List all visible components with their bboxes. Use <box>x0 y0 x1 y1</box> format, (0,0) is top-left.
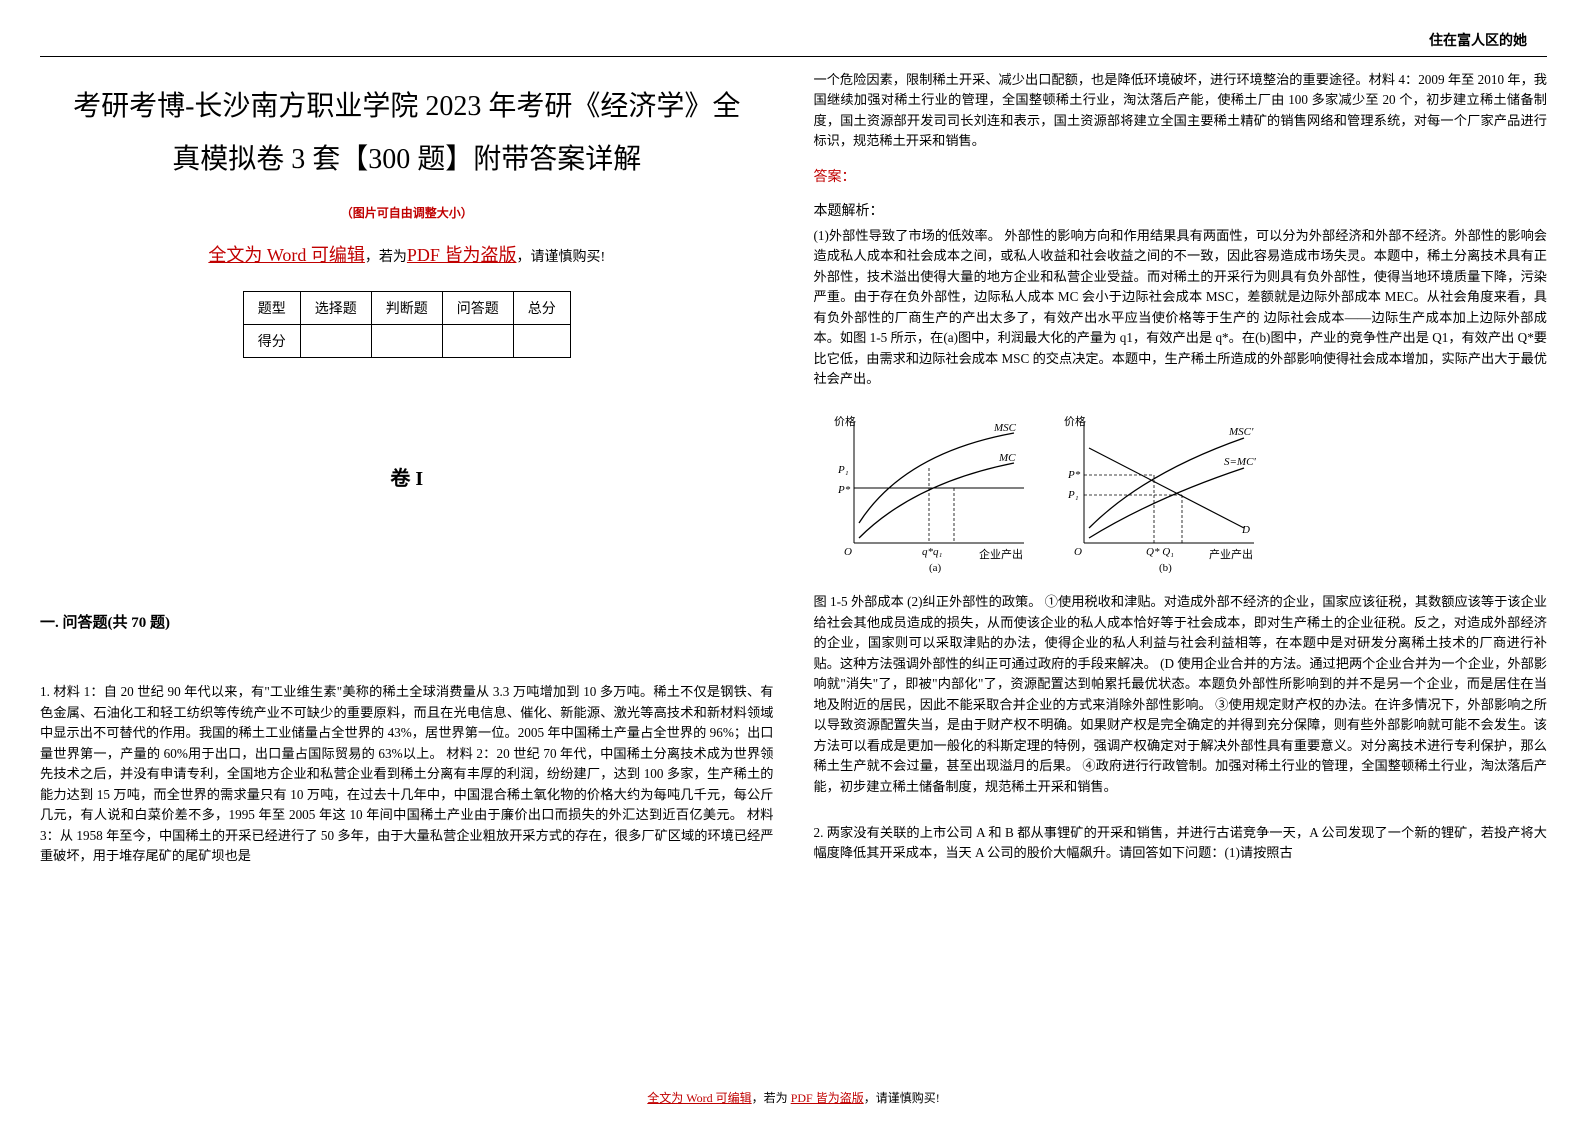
svg-text:MSC': MSC' <box>1228 426 1254 438</box>
header-right-text: 住在富人区的她 <box>1429 30 1527 50</box>
question-2-text: 2. 两家没有关联的上市公司 A 和 B 都从事锂矿的开采和销售，并进行古诺竞争… <box>814 823 1548 864</box>
question-1-text: 1. 材料 1：自 20 世纪 90 年代以来，有"工业维生素"美称的稀土全球消… <box>40 682 774 866</box>
svg-text:q*q₁: q*q₁ <box>922 546 943 558</box>
volume-label: 卷 I <box>40 462 774 491</box>
editable-tail: ，请谨慎购买! <box>516 250 605 265</box>
cell-empty <box>371 325 442 358</box>
svg-text:P*: P* <box>1067 469 1081 481</box>
th-type: 题型 <box>243 292 300 325</box>
svg-text:P₁: P₁ <box>1067 489 1079 501</box>
economics-chart-svg: 价格 MSC MC P₁ P* O q*q₁ 企业产出 (a) <box>814 403 1274 573</box>
page-container: 考研考博-长沙南方职业学院 2023 年考研《经济学》全真模拟卷 3 套【300… <box>0 0 1587 1122</box>
word-editable-text: 全文为 Word 可编辑 <box>208 245 365 265</box>
svg-text:O: O <box>844 546 852 558</box>
svg-text:MSC: MSC <box>993 422 1017 434</box>
svg-text:(b): (b) <box>1159 562 1172 573</box>
table-row: 题型 选择题 判断题 问答题 总分 <box>243 292 570 325</box>
header-rule <box>40 56 1547 57</box>
table-row: 得分 <box>243 325 570 358</box>
svg-text:O: O <box>1074 546 1082 558</box>
cell-empty <box>442 325 513 358</box>
row-label-score: 得分 <box>243 325 300 358</box>
axis-label: 价格 <box>834 414 856 428</box>
pdf-pirate-text: PDF 皆为盗版 <box>407 245 517 265</box>
svg-text:(a): (a) <box>929 562 942 573</box>
svg-text:D: D <box>1241 524 1250 536</box>
figure-1-5: 价格 MSC MC P₁ P* O q*q₁ 企业产出 (a) <box>814 403 1548 578</box>
analysis-part2: 图 1-5 外部成本 (2)纠正外部性的政策。 ①使用税收和津贴。对造成外部不经… <box>814 592 1548 797</box>
th-choice: 选择题 <box>300 292 371 325</box>
page-footer: 全文为 Word 可编辑，若为 PDF 皆为盗版，请谨慎购买! <box>0 1089 1587 1106</box>
score-table: 题型 选择题 判断题 问答题 总分 得分 <box>243 291 571 358</box>
material-continued: 一个危险因素，限制稀土开采、减少出口配额，也是降低环境破坏，进行环境整治的重要途… <box>814 70 1548 152</box>
subtitle: （图片可自由调整大小） <box>40 204 774 221</box>
th-judge: 判断题 <box>371 292 442 325</box>
th-qa: 问答题 <box>442 292 513 325</box>
figure-caption: 图 1-5 外部成本 <box>814 594 904 609</box>
svg-text:P*: P* <box>837 484 851 496</box>
svg-text:P₁: P₁ <box>837 464 849 476</box>
analysis-label: 本题解析： <box>814 200 1548 220</box>
section-heading: 一. 问答题(共 70 题) <box>40 611 774 632</box>
footer-word-text: 全文为 Word 可编辑 <box>647 1091 751 1105</box>
footer-pdf-text: PDF 皆为盗版 <box>791 1091 864 1105</box>
svg-text:Q* Q₁: Q* Q₁ <box>1146 546 1174 558</box>
svg-text:产业产出: 产业产出 <box>1209 547 1253 561</box>
answer-label: 答案： <box>814 166 1548 186</box>
svg-text:价格: 价格 <box>1064 414 1086 428</box>
footer-tail: ，请谨慎购买! <box>864 1091 940 1105</box>
cell-empty <box>300 325 371 358</box>
editable-mid: ，若为 <box>365 250 407 265</box>
editable-notice: 全文为 Word 可编辑，若为PDF 皆为盗版，请谨慎购买! <box>40 241 774 267</box>
analysis-2-text: (2)纠正外部性的政策。 ①使用税收和津贴。对造成外部不经济的企业，国家应该征税… <box>814 594 1548 793</box>
analysis-part1: (1)外部性导致了市场的低效率。 外部性的影响方向和作用结果具有两面性，可以分为… <box>814 226 1548 390</box>
svg-text:企业产出: 企业产出 <box>979 547 1023 561</box>
cell-empty <box>513 325 570 358</box>
footer-mid: ，若为 <box>752 1091 791 1105</box>
right-column: 一个危险因素，限制稀土开采、减少出口配额，也是降低环境破坏，进行环境整治的重要途… <box>814 70 1548 1082</box>
document-title: 考研考博-长沙南方职业学院 2023 年考研《经济学》全真模拟卷 3 套【300… <box>60 80 754 186</box>
left-column: 考研考博-长沙南方职业学院 2023 年考研《经济学》全真模拟卷 3 套【300… <box>40 70 774 1082</box>
svg-text:MC: MC <box>998 452 1016 464</box>
svg-text:S=MC': S=MC' <box>1224 456 1256 468</box>
th-total: 总分 <box>513 292 570 325</box>
